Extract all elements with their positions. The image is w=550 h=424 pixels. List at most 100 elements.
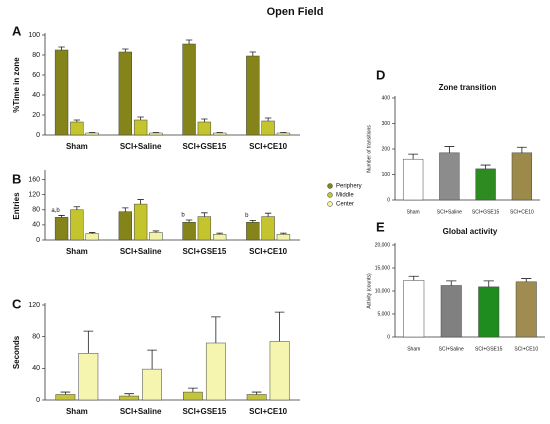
error-bar [122, 48, 129, 52]
y-tick-label: 80 [32, 52, 40, 59]
bar [276, 234, 291, 241]
error-bar [60, 391, 71, 395]
y-axis-label: Number of transitions [366, 125, 372, 173]
bar [133, 119, 148, 136]
error-bar [73, 119, 81, 122]
error-bar [185, 219, 193, 223]
error-bar [83, 330, 94, 354]
y-axis-label: %Time in zone [12, 57, 21, 113]
figure-title: Open Field [267, 6, 324, 18]
bar [149, 132, 163, 136]
error-bar [249, 51, 257, 56]
y-tick-label: 0 [387, 334, 390, 340]
legend-swatch [327, 192, 333, 198]
error-bar [188, 387, 198, 393]
bar [118, 51, 133, 136]
bar [246, 394, 267, 401]
y-tick-label: 120 [28, 302, 40, 309]
x-tick-label: Sham [66, 247, 88, 256]
y-tick-label: 0 [36, 132, 40, 139]
bar [118, 211, 133, 241]
legend-swatch [327, 183, 333, 189]
panel-title: Global activity [443, 227, 498, 236]
error-bar [408, 275, 419, 281]
error-bar [264, 117, 272, 121]
y-tick-label: 160 [28, 176, 40, 183]
bar [197, 216, 212, 241]
error-bar [147, 349, 157, 370]
y-tick-label: 40 [32, 92, 40, 99]
y-tick-label: 10,000 [375, 288, 391, 294]
bar [182, 43, 196, 136]
bar [182, 221, 196, 241]
x-tick-label: SCI+GSE15 [182, 247, 226, 256]
bar [261, 120, 275, 136]
y-tick-label: 400 [382, 95, 391, 101]
error-bar [58, 215, 65, 218]
bar [85, 233, 99, 241]
error-bar [137, 116, 144, 120]
y-tick-label: 20 [32, 112, 40, 119]
bar [183, 391, 203, 401]
bar [439, 152, 460, 201]
x-tick-label: SCI+CE10 [514, 346, 538, 352]
bar [197, 121, 212, 136]
y-tick-label: 60 [32, 72, 40, 79]
error-bar [264, 212, 272, 217]
error-bar [152, 230, 160, 233]
legend-swatch [327, 201, 333, 207]
y-axis-label: Entries [12, 192, 21, 220]
error-bar [211, 316, 221, 343]
error-bar [216, 132, 223, 133]
x-tick-label: Sham [407, 209, 420, 215]
y-tick-label: 40 [32, 365, 40, 372]
error-bar [446, 280, 457, 286]
error-bar [249, 219, 257, 223]
legend-label: Periphery [336, 184, 362, 190]
legend-label: Middle [336, 193, 354, 199]
bar [478, 286, 500, 338]
x-tick-label: SCI+GSE15 [475, 346, 503, 352]
y-tick-label: 300 [382, 121, 391, 127]
error-bar [185, 39, 193, 44]
error-bar [280, 132, 287, 133]
y-tick-label: 120 [28, 192, 40, 199]
y-tick-label: 100 [382, 172, 391, 178]
bar [246, 221, 260, 241]
x-tick-label: SCI+Saline [120, 247, 162, 256]
bar [119, 395, 140, 401]
bar [515, 281, 537, 338]
bar [55, 394, 76, 401]
legend-label: Center [336, 202, 354, 208]
y-tick-label: 0 [36, 237, 40, 244]
annotation: b [181, 213, 185, 219]
error-bar [137, 199, 144, 205]
bar [261, 216, 275, 241]
panel-letter: D [376, 67, 385, 82]
error-bar [201, 118, 208, 122]
error-bar [521, 278, 532, 282]
bar [85, 132, 99, 136]
annotation: a,b [51, 208, 60, 214]
panel-letter: E [376, 219, 385, 234]
bar [403, 280, 425, 338]
bar [511, 152, 533, 201]
y-tick-label: 20,000 [375, 242, 391, 248]
error-bar [73, 206, 81, 210]
bar [70, 121, 84, 136]
error-bar [88, 132, 96, 133]
x-tick-label: SCI+CE10 [249, 247, 288, 256]
error-bar [122, 207, 129, 212]
error-bar [280, 232, 287, 235]
panel-letter: C [12, 296, 22, 311]
bar [54, 217, 69, 241]
panel-letter: A [12, 23, 22, 38]
x-tick-label: SCI+CE10 [249, 407, 288, 416]
x-tick-label: Sham [407, 346, 420, 352]
y-tick-label: 0 [387, 197, 390, 203]
y-tick-label: 0 [36, 397, 40, 404]
error-bar [201, 212, 208, 217]
error-bar [274, 311, 285, 342]
bar [402, 158, 424, 201]
